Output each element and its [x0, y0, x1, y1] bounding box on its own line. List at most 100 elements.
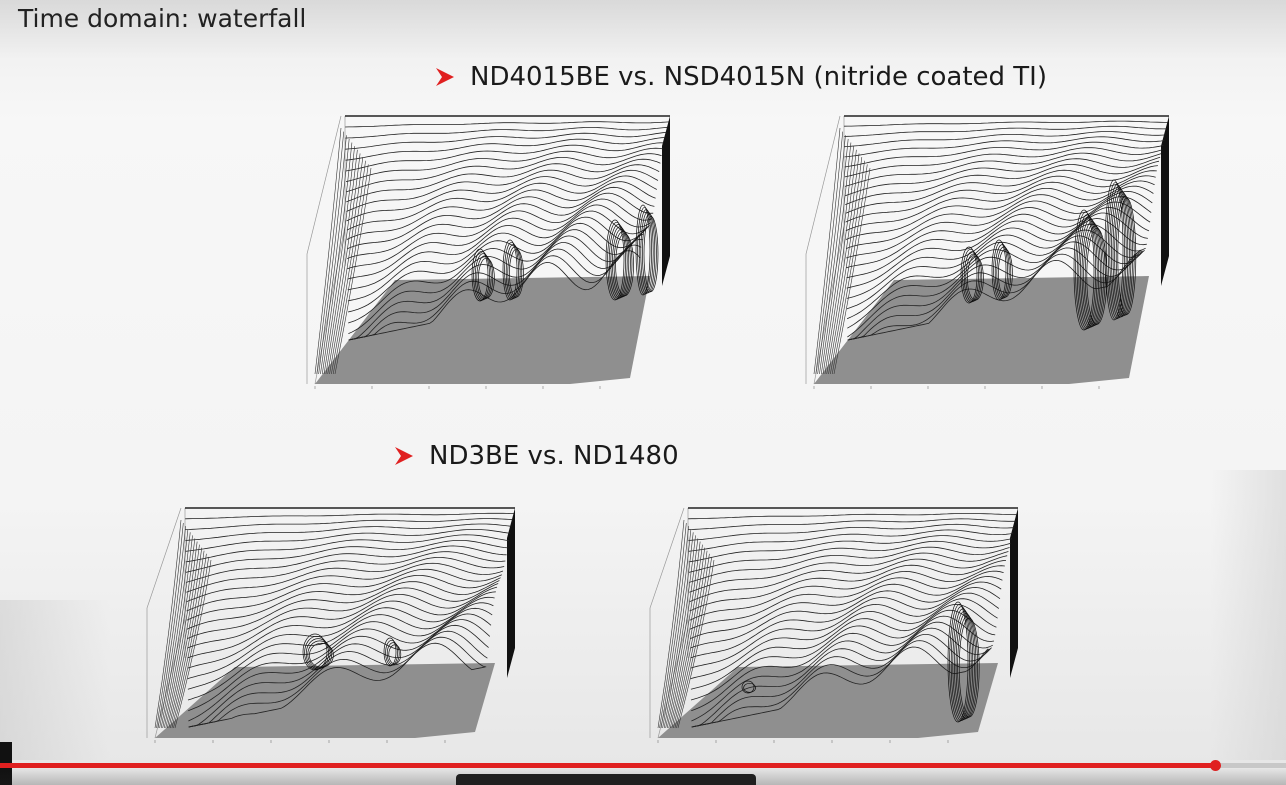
- resonance-ridge: [957, 615, 978, 719]
- waterfall-svg: [146, 507, 515, 743]
- resonance-ridge: [954, 610, 975, 720]
- waterfall-trace: [347, 210, 650, 291]
- waterfall-trace: [688, 518, 1016, 530]
- waterfall-svg: [306, 115, 670, 389]
- waterfall-trace: [188, 613, 492, 712]
- waterfall-trace: [846, 206, 1150, 289]
- waterfall-slope-trace: [822, 146, 854, 375]
- waterfall-trace: [691, 640, 990, 728]
- waterfall-trace: [346, 181, 656, 240]
- waterfall-trace: [845, 175, 1156, 232]
- waterfall-trace: [690, 609, 996, 701]
- waterfall-trace: [188, 624, 489, 728]
- waterfall-trace: [186, 557, 505, 603]
- waterfall-slope-trace: [819, 138, 849, 375]
- resonance-ridge: [309, 642, 334, 668]
- waterfall-trace: [691, 634, 991, 728]
- resonance-ridge: [963, 251, 981, 302]
- waterfall-slope-trace: [163, 538, 196, 729]
- waterfall-trace: [348, 228, 647, 324]
- resonance-ridge: [967, 255, 984, 301]
- waterfall-trace: [346, 175, 657, 231]
- resonance-ridge: [1086, 228, 1108, 325]
- resonance-ridge: [1115, 195, 1135, 316]
- waterfall-slope-trace: [674, 553, 710, 729]
- video-progress-bar[interactable]: [0, 760, 1286, 771]
- waterfall-trace: [347, 192, 654, 259]
- waterfall-trace: [691, 646, 989, 728]
- waterfall-trace: [185, 512, 514, 520]
- waterfall-slope-trace: [154, 519, 182, 729]
- waterfall-trace: [345, 121, 669, 128]
- resonance-ridge: [473, 250, 490, 301]
- waterfall-trace: [846, 190, 1153, 259]
- waterfall-trace: [346, 158, 661, 203]
- resonance-ridge: [1078, 216, 1100, 329]
- bullet-bottom: ND3BE vs. ND1480: [393, 441, 679, 471]
- waterfall-trace: [347, 204, 652, 280]
- resonance-ridge: [1117, 198, 1137, 315]
- waterfall-slope-trace: [663, 532, 694, 729]
- waterfall-trace: [348, 250, 641, 341]
- resonance-ridge: [952, 608, 974, 721]
- waterfall-trace: [844, 131, 1166, 148]
- waterfall-trace: [691, 627, 992, 728]
- waterfall-trace: [186, 562, 504, 612]
- resonance-ridge: [1075, 211, 1096, 330]
- waterfall-slope-trace: [833, 167, 871, 375]
- waterfall-trace: [846, 196, 1152, 269]
- waterfall-plot-nd3be: [125, 502, 525, 764]
- resonance-ridge: [613, 231, 633, 297]
- waterfall-slope-trace: [813, 127, 841, 375]
- waterfall-slope-trace: [325, 149, 358, 375]
- waterfall-trace: [845, 156, 1161, 197]
- resonance-ridge: [638, 209, 654, 294]
- resonance-ridge: [635, 204, 651, 296]
- plot-right-wall: [1161, 116, 1169, 286]
- resonance-ridge: [386, 642, 400, 665]
- waterfall-trace: [347, 222, 648, 313]
- resonance-ridge: [1114, 193, 1133, 317]
- waterfall-trace: [845, 170, 1157, 223]
- resonance-ridge: [388, 644, 402, 665]
- waterfall-trace: [345, 142, 665, 172]
- waterfall-trace: [345, 126, 668, 139]
- resonance-ridge: [1073, 209, 1095, 331]
- waterfall-trace: [186, 580, 500, 639]
- plot-floor: [814, 276, 1149, 384]
- waterfall-trace: [185, 518, 513, 530]
- waterfall-trace: [689, 565, 1005, 621]
- resonance-ridge: [607, 221, 626, 300]
- waterfall-slope-trace: [334, 167, 372, 375]
- plot-floor: [315, 276, 650, 384]
- waterfall-trace: [185, 540, 508, 573]
- waterfall-slope-trace: [327, 153, 361, 375]
- waterfall-slope-trace: [156, 523, 184, 729]
- waterfall-trace: [690, 592, 1000, 669]
- resonance-ridge: [743, 682, 756, 693]
- resonance-ridge: [612, 228, 631, 298]
- resonance-ridge: [1081, 221, 1103, 327]
- waterfall-trace: [347, 198, 653, 270]
- waterfall-slope-trace: [165, 541, 198, 729]
- plot-right-wall: [662, 116, 670, 286]
- waterfall-trace: [689, 576, 1003, 639]
- waterfall-trace: [691, 615, 995, 712]
- waterfall-slope-trace: [826, 153, 860, 375]
- waterfall-trace: [844, 147, 1163, 178]
- waterfall-trace: [348, 233, 644, 341]
- video-scrubber-handle[interactable]: [1210, 760, 1222, 771]
- resonance-ridge: [605, 219, 625, 301]
- waterfall-slope-trace: [162, 535, 193, 729]
- resonance-ridge: [962, 248, 979, 303]
- resonance-ridge: [1107, 184, 1127, 319]
- waterfall-slope-trace: [830, 160, 865, 375]
- waterfall-trace: [346, 186, 655, 250]
- resonance-ridge: [504, 241, 519, 300]
- waterfall-trace: [348, 230, 646, 334]
- waterfall-slope-trace: [677, 559, 715, 729]
- waterfall-trace: [844, 141, 1164, 168]
- waterfall-slope-trace: [160, 532, 191, 729]
- waterfall-trace: [690, 598, 998, 679]
- resonance-ridge: [960, 246, 978, 304]
